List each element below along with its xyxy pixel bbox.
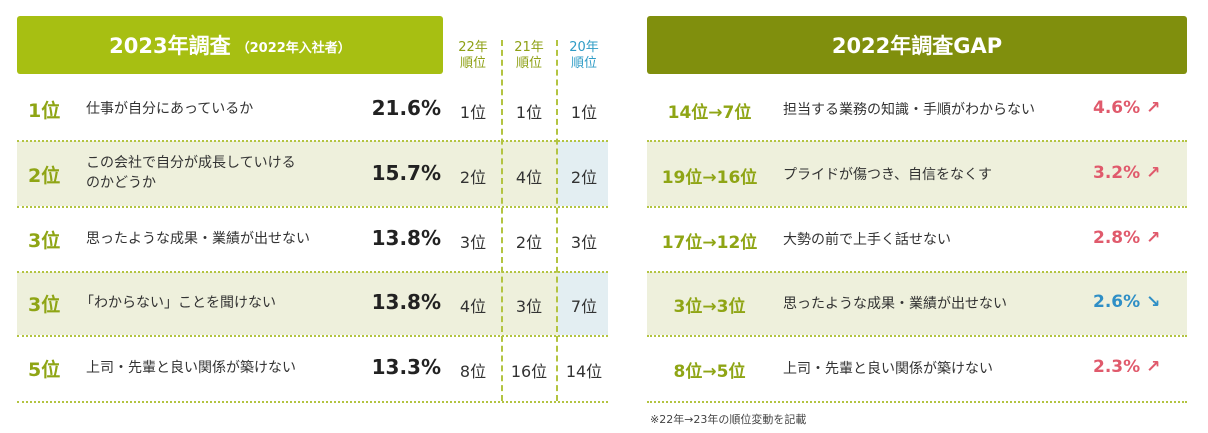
- percent-value: 13.8%: [371, 226, 441, 250]
- worry-label: 上司・先輩と良い関係が築けない: [783, 361, 993, 377]
- column-divider: [556, 40, 558, 401]
- right-table-header: 2022年調査GAP: [647, 16, 1187, 74]
- left-table-subtitle: （2022年入社者）: [236, 41, 351, 56]
- rank-20: 7位: [570, 297, 598, 316]
- rank-21: 4位: [515, 168, 543, 187]
- worry-label: 思ったような成果・業績が出せない: [783, 296, 1007, 312]
- rank-label: 2位: [28, 165, 61, 187]
- rank-label: 5位: [28, 359, 61, 381]
- arrow-up-icon: ↗: [1146, 357, 1161, 377]
- row-divider: [17, 271, 608, 273]
- rank-21: 2位: [515, 233, 543, 252]
- footnote: ※22年→23年の順位変動を記載: [650, 413, 807, 426]
- arrow-up-icon: ↗: [1146, 98, 1161, 118]
- rank-22: 3位: [459, 233, 487, 252]
- row-divider: [647, 401, 1187, 403]
- percent-value: 13.8%: [371, 290, 441, 314]
- column-divider: [501, 40, 503, 401]
- rank-20: 14位: [565, 362, 603, 381]
- row-divider: [647, 335, 1187, 337]
- row-divider: [647, 271, 1187, 273]
- worry-label-line2: のかどうか: [86, 175, 156, 191]
- row-divider: [647, 140, 1187, 142]
- arrow-up-icon: ↗: [1146, 228, 1161, 248]
- row-divider: [17, 401, 608, 403]
- row-band: [647, 141, 1187, 206]
- right-table-title: 2022年調査GAP: [831, 34, 1003, 58]
- rank-change: 14位→7位: [667, 103, 752, 123]
- highlight-cell: [558, 272, 608, 335]
- rank-change: 19位→16位: [661, 168, 758, 188]
- percent-value: 15.7%: [371, 161, 441, 185]
- worry-label: 思ったような成果・業績が出せない: [86, 231, 310, 247]
- row-divider: [17, 140, 608, 142]
- worry-label: この会社で自分が成長していける: [86, 155, 296, 171]
- worry-label: 仕事が自分にあっているか: [86, 101, 254, 117]
- rank-22: 4位: [459, 297, 487, 316]
- rank-22: 2位: [459, 168, 487, 187]
- col-header-22: 22年 順位: [458, 40, 488, 71]
- rank-21: 3位: [515, 297, 543, 316]
- row-band: [17, 141, 608, 206]
- rank-22: 1位: [459, 103, 487, 122]
- gap-value: 2.6% ↘: [1093, 292, 1161, 312]
- row-divider: [17, 206, 608, 208]
- rank-21: 1位: [515, 103, 543, 122]
- worry-label: 上司・先輩と良い関係が築けない: [86, 360, 296, 376]
- row-divider: [647, 206, 1187, 208]
- arrow-up-icon: ↗: [1146, 163, 1161, 183]
- percent-value: 21.6%: [371, 96, 441, 120]
- highlight-cell: [558, 141, 608, 206]
- gap-value: 4.6% ↗: [1093, 98, 1161, 118]
- gap-value: 2.8% ↗: [1093, 228, 1161, 248]
- col-header-21: 21年 順位: [514, 40, 544, 71]
- rank-label: 3位: [28, 230, 61, 252]
- rank-20: 1位: [570, 103, 598, 122]
- row-band: [17, 272, 608, 335]
- rank-20: 2位: [570, 168, 598, 187]
- gap-value: 2.3% ↗: [1093, 357, 1161, 377]
- col-header-20: 20年 順位: [569, 40, 599, 71]
- arrow-down-icon: ↘: [1146, 292, 1161, 312]
- percent-value: 13.3%: [371, 355, 441, 379]
- left-table-header: 2023年調査 （2022年入社者）: [17, 16, 443, 74]
- rank-label: 3位: [28, 294, 61, 316]
- rank-label: 1位: [28, 100, 61, 122]
- gap-value: 3.2% ↗: [1093, 163, 1161, 183]
- left-table-title: 2023年調査: [109, 34, 231, 58]
- rank-change: 17位→12位: [661, 233, 758, 253]
- rank-20: 3位: [570, 233, 598, 252]
- rank-change: 3位→3位: [673, 297, 746, 317]
- row-band: [647, 272, 1187, 335]
- worry-label: プライドが傷つき、自信をなくす: [783, 167, 993, 183]
- worry-label: 大勢の前で上手く話せない: [783, 232, 951, 248]
- rank-21: 16位: [510, 362, 548, 381]
- rank-change: 8位→5位: [673, 362, 746, 382]
- worry-label: 「わからない」ことを聞けない: [80, 295, 276, 311]
- row-divider: [17, 335, 608, 337]
- rank-22: 8位: [459, 362, 487, 381]
- worry-label: 担当する業務の知識・手順がわからない: [783, 102, 1035, 118]
